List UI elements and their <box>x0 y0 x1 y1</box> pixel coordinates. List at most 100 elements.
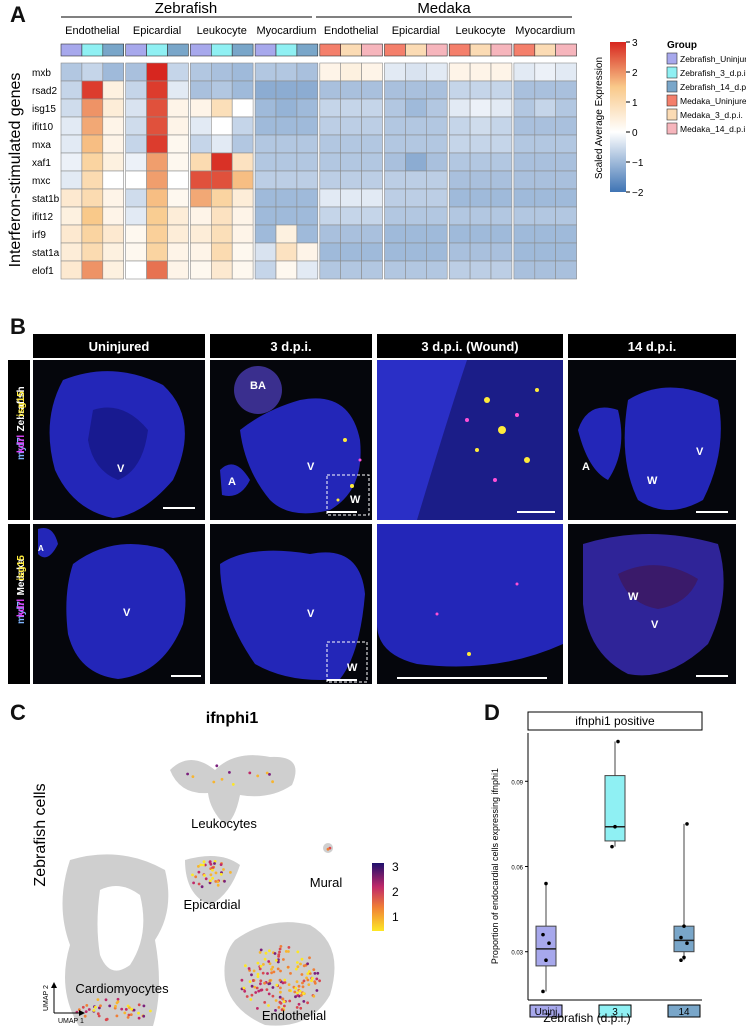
panel-a-heatmap-figure: Zebrafish Medaka Endothelial Epicardial Le… <box>7 0 746 280</box>
expression-dot <box>268 949 271 953</box>
heatmap-cell <box>490 80 513 100</box>
group-strip-cell <box>167 43 189 57</box>
heatmap-cell <box>211 260 233 280</box>
data-point <box>679 935 683 940</box>
heatmap-cell <box>275 134 298 154</box>
heatmap-cell <box>319 98 341 118</box>
expression-dot <box>308 956 311 960</box>
cell-type-label: Myocardium <box>256 25 316 37</box>
heatmap-cell <box>81 80 104 100</box>
legend-swatch <box>666 80 678 93</box>
heatmap-cell <box>296 206 319 226</box>
heatmap-cell <box>513 170 536 190</box>
heatmap-cell <box>60 116 83 136</box>
expression-dot <box>77 1008 81 1012</box>
heatmap-cell <box>384 134 406 154</box>
cell-type-label: Epicardial <box>133 25 181 37</box>
heatmap-cell <box>231 152 254 172</box>
expression-dot <box>288 999 292 1003</box>
expression-dot <box>307 983 311 986</box>
heatmap-cell <box>60 242 83 262</box>
expression-dot <box>214 871 218 875</box>
heatmap-cell <box>254 98 277 118</box>
heatmap-cell <box>384 152 406 172</box>
heatmap-cell <box>384 224 406 244</box>
marker-kdrl-medaka: kdrl <box>16 599 27 618</box>
heatmap-cell <box>490 206 513 226</box>
heatmap-cell <box>146 134 168 154</box>
heatmap-cell <box>555 224 577 244</box>
data-point <box>679 958 683 963</box>
heatmap-cell <box>231 80 254 100</box>
heatmap-cell <box>469 98 492 118</box>
expression-dot <box>278 995 282 999</box>
heatmap-cell <box>513 188 536 208</box>
expression-dot <box>250 984 254 988</box>
group-strip-cell <box>405 43 427 57</box>
heatmap-cell <box>340 188 362 208</box>
heatmap-cell <box>425 134 448 154</box>
expression-dot <box>256 1007 259 1010</box>
legend-label: Medaka_Uninjured <box>680 96 746 106</box>
heatmap-cell <box>296 98 319 118</box>
heatmap-cell <box>60 152 83 172</box>
heatmap-cell <box>167 152 189 172</box>
gene-label: mxc <box>32 176 50 187</box>
heatmap-cell <box>81 134 104 154</box>
heatmap-cell <box>448 242 471 262</box>
heatmap-cell <box>190 62 212 82</box>
expression-dot <box>256 975 260 978</box>
expression-dot <box>270 968 273 971</box>
heatmap-cell <box>469 206 492 226</box>
heatmap-cell <box>448 98 471 118</box>
y-tick-label: 0.09 <box>511 780 523 786</box>
heatmap-cell <box>231 134 254 154</box>
expression-dot <box>208 860 212 864</box>
expression-dots <box>75 764 332 1022</box>
group-strip-cell <box>513 43 536 57</box>
data-point <box>544 958 548 963</box>
expression-dot <box>202 860 206 864</box>
expression-dot <box>219 872 223 876</box>
expression-dot <box>212 780 216 784</box>
heatmap-cell <box>102 116 125 136</box>
heatmap-cell <box>167 98 189 118</box>
expression-dot <box>96 1012 100 1016</box>
expression-dot <box>302 1000 306 1003</box>
expression-dot <box>259 988 263 992</box>
expression-dot <box>256 774 260 778</box>
group-strip-cell <box>231 43 254 57</box>
heatmap-cell <box>448 80 471 100</box>
heatmap-cell <box>384 188 406 208</box>
expression-dot <box>116 997 120 1001</box>
data-point <box>547 941 551 945</box>
heatmap-cell <box>190 170 212 190</box>
x-category-label: 14 <box>678 1007 690 1018</box>
heatmap-cell <box>81 206 104 226</box>
label-atrium: A <box>38 544 44 553</box>
gene-labels: mxb rsad2 isg15 ifit10 mxa xaf1 mxc stat1b ifit1… <box>32 68 60 277</box>
heatmap-cell <box>146 242 168 262</box>
gene-label: stat1a <box>32 248 60 259</box>
expression-dot <box>244 964 247 968</box>
expression-dot <box>250 993 254 997</box>
heatmap-cell <box>555 188 577 208</box>
heatmap-cell <box>469 260 492 280</box>
heatmap-cell <box>231 62 254 82</box>
heatmap-cell <box>81 188 104 208</box>
expression-dot <box>279 990 282 994</box>
gene-label: xaf1 <box>32 158 51 169</box>
panel-a-letter: A <box>10 2 26 27</box>
y-tick-label: 0.03 <box>511 951 523 957</box>
legend-label: Zebrafish_3_d.p.i. <box>680 68 746 78</box>
heatmap-cell <box>384 260 406 280</box>
heatmap-cell <box>361 188 383 208</box>
expression-dot <box>208 881 212 885</box>
expression-dot <box>219 863 223 866</box>
heatmap-cell <box>513 116 536 136</box>
gene-label: ifit12 <box>32 212 54 223</box>
heatmap-cell <box>275 224 298 244</box>
expression-dot <box>211 876 215 880</box>
expression-dot <box>263 957 267 961</box>
expression-dot <box>262 963 265 966</box>
